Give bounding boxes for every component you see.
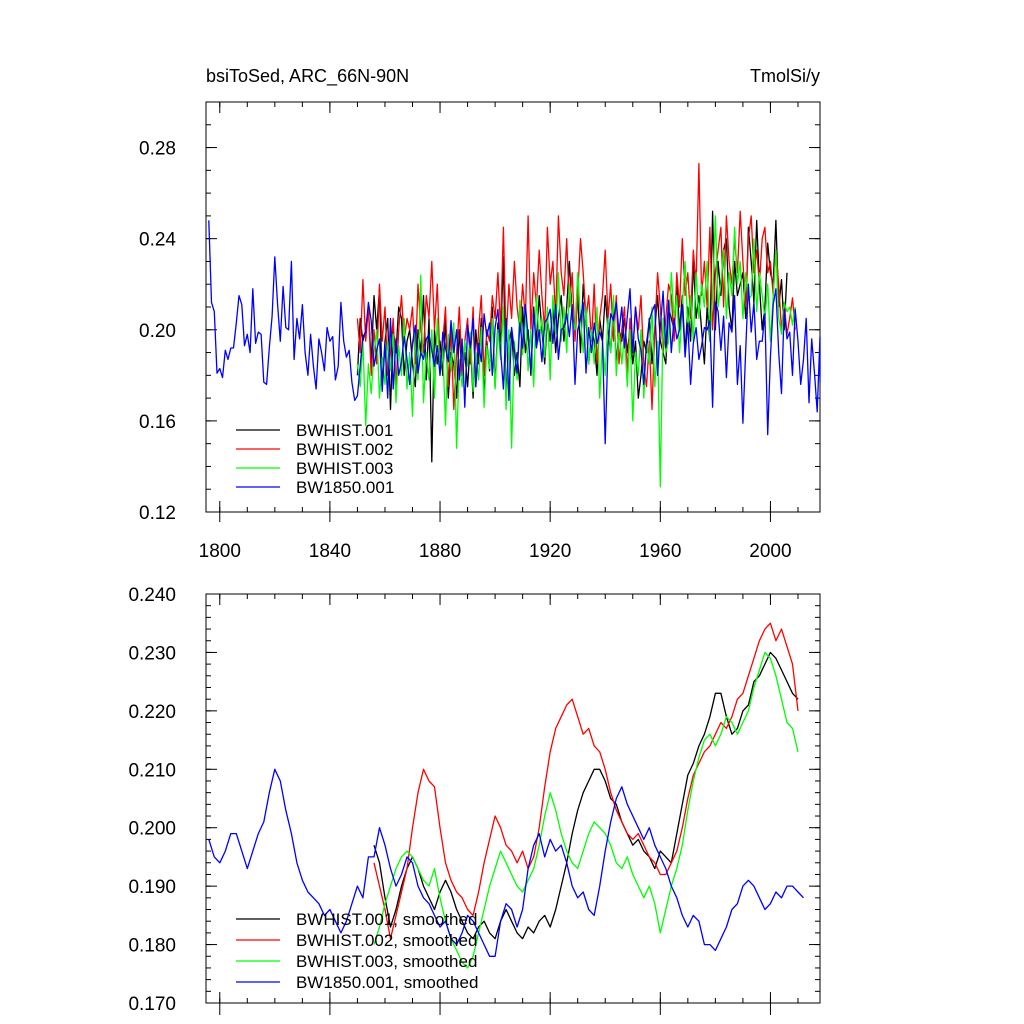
- chart-title: bsiToSed, ARC_66N-90N: [206, 66, 409, 87]
- top-y-tick-label: 0.28: [139, 139, 176, 160]
- top-plot-area: [208, 162, 821, 488]
- bottom-legend: BWHIST.001, smoothed BWHIST.002, smoothed…: [236, 910, 478, 992]
- bottom-y-tick-label: 0.240: [128, 585, 176, 606]
- bottom-y-tick-label: 0.210: [128, 760, 176, 781]
- bottom-y-tick-label: 0.190: [128, 877, 176, 898]
- bottom-series-line-2: [373, 622, 799, 940]
- bottom-series-line-3: [373, 651, 799, 969]
- bottom-panel: 0.170 0.180 0.190 0.200 0.210 0.220 0.230 0.240…: [128, 585, 821, 1015]
- top-y-tick-label: 0.20: [139, 321, 176, 342]
- top-y-tick-label: 0.24: [139, 230, 176, 251]
- top-series-line-3: [356, 215, 796, 488]
- bottom-y-tick-label: 0.180: [128, 936, 176, 957]
- bottom-plot-area: [208, 622, 804, 969]
- top-x-tick-label: 1800: [199, 541, 241, 562]
- top-x-tick-label: 1840: [309, 541, 351, 562]
- top-x-tick-label: 1960: [639, 541, 681, 562]
- top-y-tick-label: 0.12: [139, 503, 176, 524]
- top-x-tick-label: 1920: [529, 541, 571, 562]
- top-legend-label-2: BWHIST.002: [296, 440, 393, 459]
- bottom-legend-label-2: BWHIST.002, smoothed: [296, 931, 477, 950]
- top-legend-label-1: BWHIST.001: [296, 421, 393, 440]
- top-legend-label-3: BWHIST.003: [296, 459, 393, 478]
- top-y-tick-label: 0.16: [139, 412, 176, 433]
- top-series-line-4: [208, 220, 821, 445]
- bottom-y-tick-label: 0.170: [128, 994, 176, 1015]
- bottom-ticks: 0.170 0.180 0.190 0.200 0.210 0.220 0.230 0.240: [128, 585, 821, 1015]
- top-x-tick-label: 2000: [749, 541, 791, 562]
- bottom-legend-label-4: BW1850.001, smoothed: [296, 973, 478, 992]
- bottom-legend-label-3: BWHIST.003, smoothed: [296, 952, 477, 971]
- bottom-series-line-4: [208, 768, 804, 957]
- bottom-y-tick-label: 0.220: [128, 702, 176, 723]
- bottom-plot-frame: [205, 593, 821, 1004]
- bottom-series-line-1: [373, 651, 799, 940]
- bottom-y-tick-label: 0.200: [128, 819, 176, 840]
- top-legend-label-4: BW1850.001: [296, 478, 394, 497]
- bottom-legend-label-1: BWHIST.001, smoothed: [296, 910, 477, 929]
- top-panel: bsiToSed, ARC_66N-90N TmolSi/y 0.120.160…: [139, 66, 821, 562]
- top-x-tick-label: 1880: [419, 541, 461, 562]
- top-ticks: 0.12 0.16 0.20 0.24 0.28 1800 1840 1880 1920 1960…: [139, 101, 821, 562]
- bottom-y-tick-label: 0.230: [128, 643, 176, 664]
- chart-units: TmolSi/y: [750, 66, 820, 86]
